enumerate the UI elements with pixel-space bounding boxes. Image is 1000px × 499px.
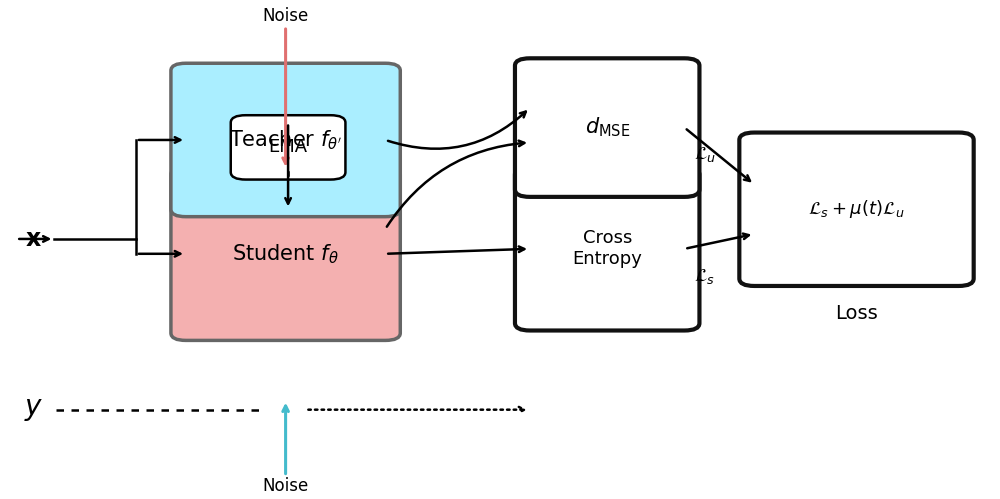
Text: Noise: Noise — [262, 478, 309, 496]
Text: $\mathcal{L}_u$: $\mathcal{L}_u$ — [694, 145, 717, 164]
FancyBboxPatch shape — [515, 167, 699, 330]
FancyBboxPatch shape — [515, 58, 699, 197]
Text: EMA: EMA — [269, 138, 308, 156]
Text: $y$: $y$ — [24, 396, 43, 423]
Text: $d_\mathrm{MSE}$: $d_\mathrm{MSE}$ — [585, 116, 630, 139]
FancyBboxPatch shape — [739, 133, 974, 286]
Text: Loss: Loss — [835, 304, 877, 323]
FancyBboxPatch shape — [171, 167, 400, 340]
Text: $\mathbf{x}$: $\mathbf{x}$ — [25, 227, 42, 251]
FancyBboxPatch shape — [171, 63, 400, 217]
Text: $\mathcal{L}_s + \mu(t)\mathcal{L}_u$: $\mathcal{L}_s + \mu(t)\mathcal{L}_u$ — [808, 198, 905, 220]
FancyBboxPatch shape — [231, 115, 345, 180]
Text: Teacher $f_{\theta^{\prime}}$: Teacher $f_{\theta^{\prime}}$ — [229, 128, 342, 152]
Text: $\mathcal{L}_s$: $\mathcal{L}_s$ — [694, 266, 715, 285]
Text: Student $f_\theta$: Student $f_\theta$ — [232, 242, 339, 265]
Text: Cross
Entropy: Cross Entropy — [572, 230, 642, 268]
Text: Noise: Noise — [262, 7, 309, 25]
